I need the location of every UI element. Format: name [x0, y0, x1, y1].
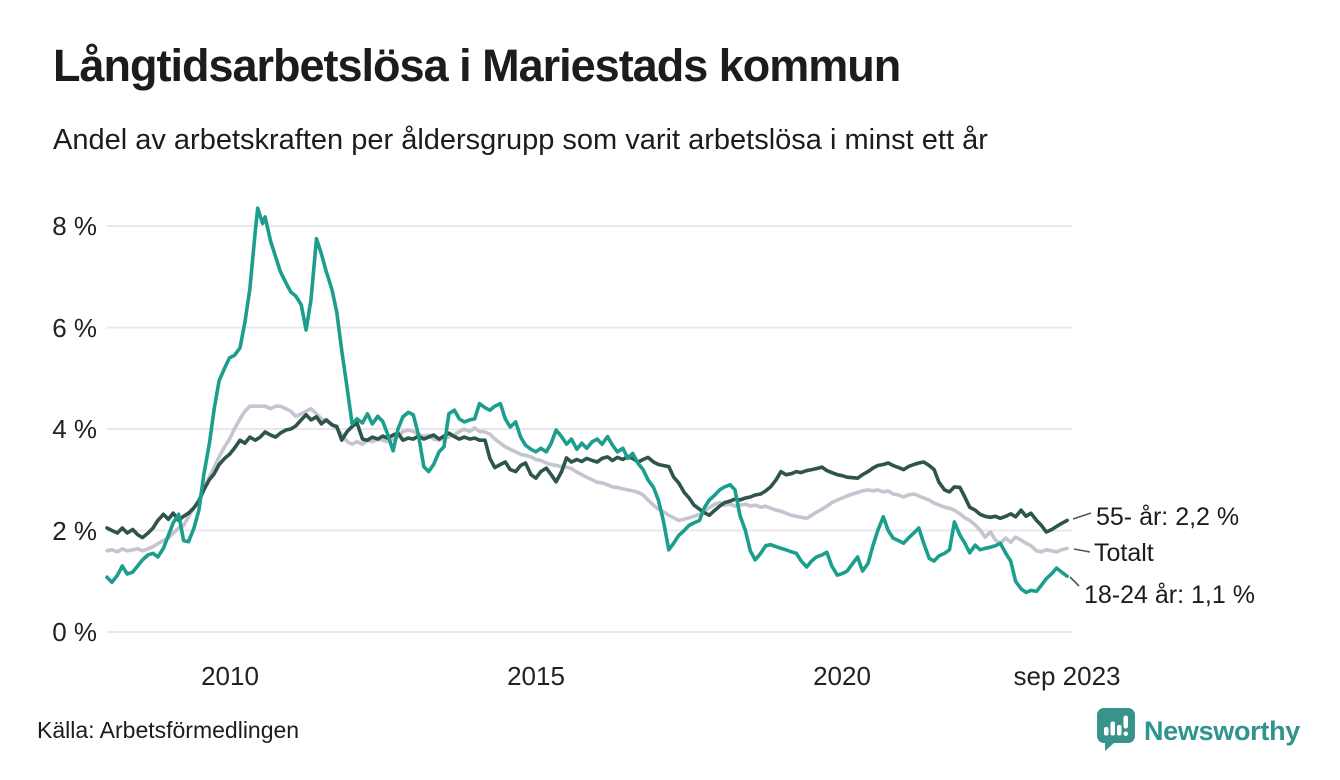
label-connector-0 — [1072, 512, 1092, 520]
x-tick-sep-2023: sep 2023 — [1013, 661, 1121, 691]
label-connector-1 — [1073, 548, 1091, 553]
label-connector-2 — [1069, 576, 1080, 587]
x-tick-2015: 2015 — [507, 661, 565, 691]
page-subtitle: Andel av arbetskraften per åldersgrupp s… — [53, 124, 988, 156]
series-line-totalt — [105, 404, 1069, 554]
newsworthy-wordmark: Newsworthy — [1143, 716, 1300, 746]
source-note: Källa: Arbetsförmedlingen — [37, 717, 300, 743]
page-title: Långtidsarbetslösa i Mariestads kommun — [53, 40, 901, 91]
y-tick-6: 6 % — [52, 312, 97, 343]
x-tick-2020: 2020 — [813, 661, 871, 691]
newsworthy-logo-icon — [1094, 706, 1136, 757]
y-tick-4: 4 % — [52, 414, 97, 444]
y-tick-8: 8 % — [52, 211, 97, 241]
y-tick-2: 2 % — [52, 515, 97, 546]
newsworthy-brand: Newsworthy — [1094, 706, 1300, 757]
series-line-18-24-ar — [105, 206, 1069, 595]
series-end-label-totalt: Totalt — [1094, 539, 1154, 567]
y-tick-0: 0 % — [52, 617, 97, 647]
series-end-label-55-ar: 55- år: 2,2 % — [1096, 503, 1240, 531]
series-end-label-18-24-ar: 18-24 år: 1,1 % — [1084, 581, 1255, 609]
series-line-55-ar — [105, 412, 1069, 540]
x-tick-2010: 2010 — [201, 661, 259, 691]
